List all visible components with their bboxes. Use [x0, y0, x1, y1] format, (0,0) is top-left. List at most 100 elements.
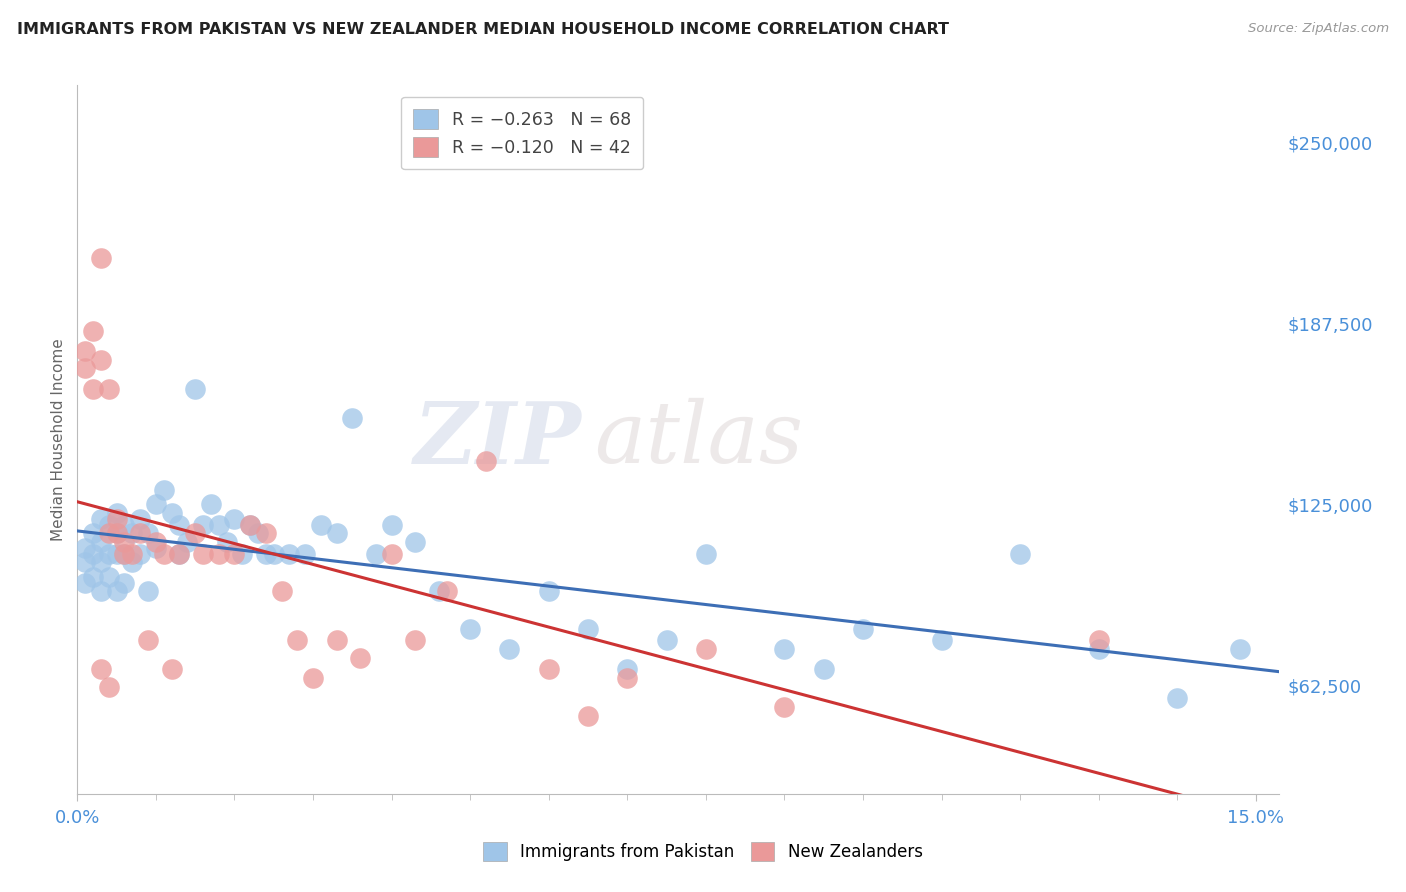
Point — [852, 622, 875, 636]
Point — [152, 547, 174, 561]
Point — [160, 506, 183, 520]
Point — [278, 547, 301, 561]
Point — [364, 547, 387, 561]
Point — [82, 526, 104, 541]
Point — [82, 324, 104, 338]
Point — [537, 584, 560, 599]
Point — [200, 498, 222, 512]
Point — [105, 526, 128, 541]
Point — [90, 512, 112, 526]
Point — [247, 526, 270, 541]
Point — [97, 547, 120, 561]
Point — [129, 547, 152, 561]
Point — [458, 622, 481, 636]
Point — [129, 526, 152, 541]
Y-axis label: Median Household Income: Median Household Income — [51, 338, 66, 541]
Point — [436, 584, 458, 599]
Point — [254, 526, 277, 541]
Point — [475, 454, 498, 468]
Point — [1087, 642, 1109, 657]
Point — [121, 555, 143, 569]
Point — [105, 526, 128, 541]
Point — [82, 570, 104, 584]
Point — [145, 498, 167, 512]
Point — [114, 547, 136, 561]
Point — [773, 700, 796, 714]
Point — [349, 650, 371, 665]
Point — [90, 662, 112, 676]
Point — [342, 410, 364, 425]
Text: ZIP: ZIP — [415, 398, 582, 481]
Point — [1010, 547, 1032, 561]
Point — [309, 517, 332, 532]
Point — [616, 662, 638, 676]
Point — [191, 547, 214, 561]
Point — [1229, 642, 1251, 657]
Point — [114, 535, 136, 549]
Point — [97, 680, 120, 694]
Point — [105, 547, 128, 561]
Point — [285, 633, 308, 648]
Point — [105, 506, 128, 520]
Point — [325, 633, 347, 648]
Point — [160, 662, 183, 676]
Point — [75, 361, 97, 376]
Point — [169, 547, 191, 561]
Legend: R = −0.263   N = 68, R = −0.120   N = 42: R = −0.263 N = 68, R = −0.120 N = 42 — [401, 97, 643, 169]
Point — [224, 547, 246, 561]
Point — [325, 526, 347, 541]
Point — [208, 547, 231, 561]
Point — [302, 671, 325, 685]
Point — [75, 555, 97, 569]
Text: atlas: atlas — [595, 398, 803, 481]
Point — [82, 382, 104, 396]
Point — [145, 535, 167, 549]
Point — [136, 584, 159, 599]
Point — [121, 526, 143, 541]
Point — [537, 662, 560, 676]
Point — [152, 483, 174, 497]
Text: IMMIGRANTS FROM PAKISTAN VS NEW ZEALANDER MEDIAN HOUSEHOLD INCOME CORRELATION CH: IMMIGRANTS FROM PAKISTAN VS NEW ZEALANDE… — [17, 22, 949, 37]
Point — [294, 547, 316, 561]
Point — [616, 671, 638, 685]
Point — [813, 662, 835, 676]
Point — [114, 575, 136, 590]
Point — [224, 512, 246, 526]
Point — [655, 633, 678, 648]
Point — [169, 517, 191, 532]
Point — [121, 547, 143, 561]
Point — [90, 535, 112, 549]
Point — [75, 344, 97, 359]
Point — [239, 517, 262, 532]
Point — [75, 541, 97, 555]
Point — [82, 547, 104, 561]
Point — [931, 633, 953, 648]
Point — [97, 517, 120, 532]
Point — [169, 547, 191, 561]
Point — [90, 352, 112, 367]
Point — [239, 517, 262, 532]
Point — [176, 535, 198, 549]
Point — [404, 633, 426, 648]
Point — [231, 547, 253, 561]
Point — [427, 584, 450, 599]
Point — [498, 642, 520, 657]
Point — [695, 642, 717, 657]
Point — [184, 382, 207, 396]
Point — [576, 708, 599, 723]
Point — [105, 584, 128, 599]
Point — [184, 526, 207, 541]
Point — [90, 555, 112, 569]
Point — [75, 575, 97, 590]
Point — [695, 547, 717, 561]
Point — [97, 382, 120, 396]
Point — [263, 547, 285, 561]
Point — [90, 584, 112, 599]
Point — [215, 535, 238, 549]
Point — [576, 622, 599, 636]
Point — [381, 547, 404, 561]
Legend: Immigrants from Pakistan, New Zealanders: Immigrants from Pakistan, New Zealanders — [477, 835, 929, 868]
Point — [145, 541, 167, 555]
Point — [270, 584, 292, 599]
Point — [97, 526, 120, 541]
